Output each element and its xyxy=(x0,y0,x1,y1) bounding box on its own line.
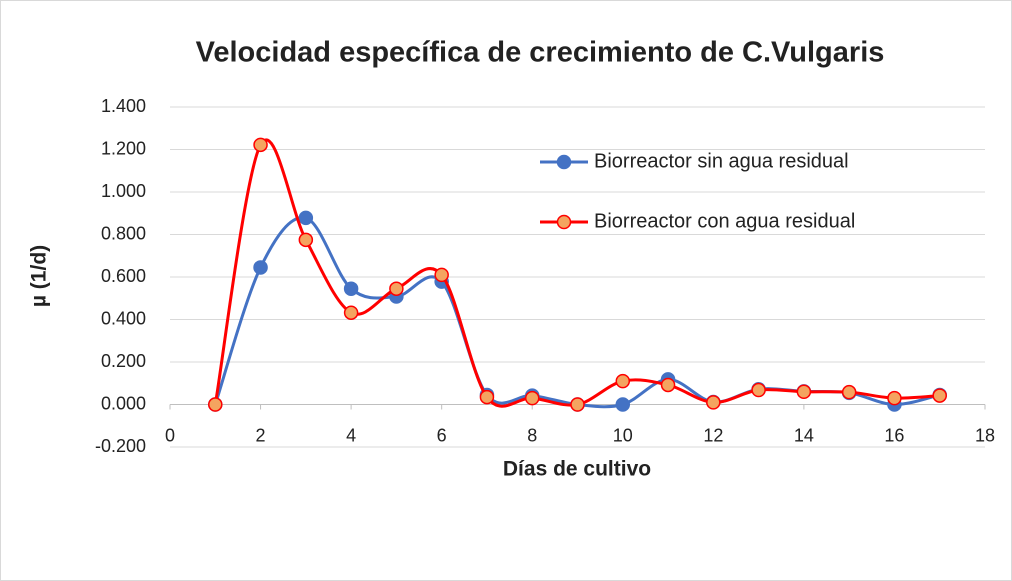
marker xyxy=(660,377,676,393)
marker xyxy=(751,382,766,398)
x-tick-label: 16 xyxy=(884,425,904,445)
marker xyxy=(253,137,268,153)
marker xyxy=(615,397,631,412)
marker xyxy=(932,388,947,403)
x-tick-label: 18 xyxy=(975,425,995,445)
y-tick-label: 0.200 xyxy=(101,351,146,371)
marker xyxy=(343,281,359,296)
marker xyxy=(615,373,631,389)
marker xyxy=(298,210,314,226)
y-tick-label: 0.800 xyxy=(101,223,146,243)
marker xyxy=(479,389,495,405)
x-axis-title: Días de cultivo xyxy=(503,458,651,481)
x-tick-label: 14 xyxy=(794,425,814,445)
marker xyxy=(796,384,812,399)
marker xyxy=(706,395,721,410)
y-tick-label: -0.200 xyxy=(95,436,146,456)
y-axis-title: µ (1/d) xyxy=(28,245,51,307)
y-tick-label: 0.000 xyxy=(101,393,146,413)
y-tick-label: 0.400 xyxy=(101,308,146,328)
marker xyxy=(887,390,902,406)
x-tick-label: 6 xyxy=(437,425,447,445)
x-tick-label: 12 xyxy=(703,425,723,445)
y-tick-label: 1.200 xyxy=(101,138,146,158)
y-tick-label: 1.400 xyxy=(101,96,146,116)
legend-marker xyxy=(556,214,572,230)
marker xyxy=(570,397,585,412)
x-tick-label: 4 xyxy=(346,425,356,445)
legend-marker xyxy=(556,154,572,170)
chart-title: Velocidad específica de crecimiento de C… xyxy=(196,37,885,69)
marker xyxy=(434,267,449,283)
marker xyxy=(841,384,857,400)
marker xyxy=(343,305,359,320)
marker xyxy=(524,390,540,406)
legend-label: Biorreactor con agua residual xyxy=(594,210,855,232)
x-tick-label: 2 xyxy=(256,425,266,445)
x-tick-label: 0 xyxy=(165,425,175,445)
y-tick-label: 1.000 xyxy=(101,181,146,201)
marker xyxy=(389,281,404,296)
marker xyxy=(253,260,268,275)
x-tick-label: 8 xyxy=(527,425,537,445)
y-tick-label: 0.600 xyxy=(101,266,146,286)
x-tick-label: 10 xyxy=(613,425,633,445)
legend-label: Biorreactor sin agua residual xyxy=(594,150,849,172)
marker xyxy=(208,397,223,412)
marker xyxy=(298,232,314,248)
